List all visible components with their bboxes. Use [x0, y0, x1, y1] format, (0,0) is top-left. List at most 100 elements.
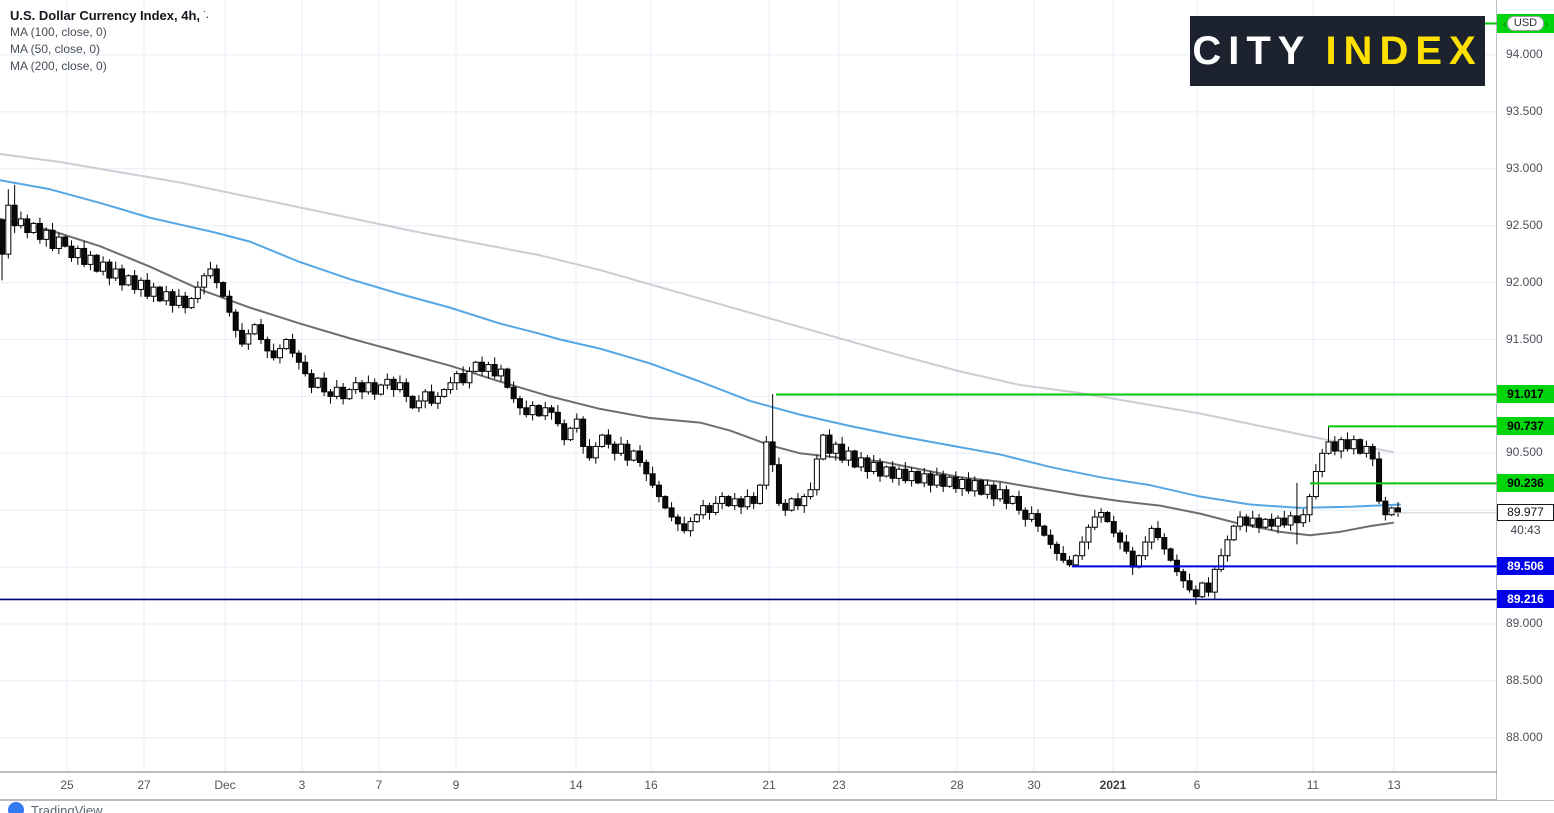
candle-bullish	[415, 400, 422, 409]
candle-bearish	[738, 498, 745, 508]
candle-bullish	[1274, 517, 1281, 527]
candle-bullish	[55, 236, 62, 249]
price-tick-label: 88.000	[1506, 729, 1543, 744]
candle-bullish	[820, 434, 827, 460]
price-tick-label: 91.500	[1506, 331, 1543, 346]
candle-bearish	[119, 268, 126, 286]
candle-bullish	[5, 204, 12, 255]
candle-bearish	[605, 434, 612, 445]
candle-bullish	[592, 445, 599, 459]
symbol-title-suffix: ˙.	[203, 10, 209, 20]
candle-bearish	[1186, 580, 1193, 591]
candle-bullish	[1287, 515, 1294, 526]
candle-bearish	[1205, 582, 1212, 593]
candle-bearish	[877, 461, 884, 477]
candle-bearish	[611, 443, 618, 454]
candle-bearish	[864, 457, 871, 473]
indicator-row-ma200[interactable]: MA (200, close, 0)	[10, 59, 107, 73]
candle-bullish	[599, 434, 606, 447]
candle-bullish	[472, 361, 479, 372]
candle-bullish	[1199, 582, 1206, 598]
time-tick-label: Dec	[214, 778, 236, 792]
logo-word-index: INDEX	[1325, 28, 1483, 73]
time-tick-label: 3	[298, 778, 306, 792]
candle-bearish	[1041, 525, 1048, 536]
candle-bearish	[940, 474, 947, 487]
candle-bullish	[201, 275, 208, 288]
tradingview-brand-text: TradingView	[31, 803, 103, 813]
candle-bullish	[1079, 541, 1086, 557]
ma-line-ma-100[interactable]	[0, 179, 1401, 509]
candle-bearish	[794, 498, 801, 507]
time-tick-label: 16	[644, 778, 658, 792]
candle-bullish	[719, 496, 726, 504]
candle-bearish	[270, 350, 277, 359]
candle-bearish	[750, 496, 757, 504]
candle-bearish	[257, 324, 264, 340]
candle-bullish	[384, 378, 391, 386]
price-tick-label: 90.500	[1506, 445, 1543, 460]
candle-bearish	[662, 496, 669, 509]
candle-bullish	[845, 450, 852, 461]
time-tick-label: 7	[375, 778, 383, 792]
candle-bearish	[1104, 511, 1111, 523]
candle-bearish	[36, 222, 43, 240]
candle-bearish	[220, 282, 227, 297]
candle-bearish	[1281, 517, 1288, 526]
candle-bearish	[1161, 537, 1168, 550]
candle-bearish	[182, 295, 189, 309]
candle-bullish	[870, 461, 877, 473]
candle-bullish	[693, 514, 700, 523]
candle-bearish	[106, 261, 113, 279]
candle-bullish	[883, 466, 890, 477]
candle-bearish	[359, 382, 366, 393]
candle-bullish	[908, 471, 915, 482]
candle-bearish	[321, 377, 328, 393]
symbol-title-row[interactable]: U.S. Dollar Currency Index, 4h, ˙.	[10, 7, 209, 24]
candle-bullish	[788, 498, 795, 511]
chevron-left-icon: ‹	[1502, 18, 1506, 29]
candle-bearish	[264, 339, 271, 352]
candle-bullish	[807, 489, 814, 498]
ma-line-ma-50[interactable]	[0, 217, 1394, 537]
candle-bullish	[895, 468, 902, 479]
currency-toggle-banner[interactable]: ‹ USD ›	[1497, 14, 1554, 33]
candle-bullish	[1262, 518, 1269, 528]
ma-line-ma-200[interactable]	[0, 153, 1394, 454]
time-axis[interactable]: 25 27 Dec 3 7 9 14 16 21 23 28 30 2021 6 11 13	[0, 772, 1554, 800]
candle-bearish	[0, 219, 5, 255]
candle-bearish	[1129, 550, 1136, 568]
candle-bullish	[188, 298, 195, 309]
time-tick-label: 14	[569, 778, 583, 792]
indicator-row-ma50[interactable]: MA (50, close, 0)	[10, 42, 101, 56]
candle-bearish	[990, 484, 997, 500]
symbol-title: U.S. Dollar Currency Index, 4h,	[10, 8, 200, 23]
candle-bearish	[327, 391, 334, 397]
candle-bearish	[624, 443, 631, 461]
candle-bearish	[725, 496, 732, 507]
candle-bearish	[1382, 500, 1389, 516]
candle-bullish	[333, 386, 340, 397]
candle-bullish	[30, 222, 37, 234]
level-price-badge: 90.737	[1497, 417, 1554, 436]
candle-bearish	[1243, 516, 1250, 526]
candle-bullish	[314, 377, 321, 388]
price-axis[interactable]: 94.000 93.500 93.000 92.500 92.000 91.500 90.5…	[1497, 0, 1554, 800]
candle-bullish	[441, 389, 448, 397]
candle-bullish	[1237, 516, 1244, 527]
candle-bearish	[62, 236, 69, 247]
currency-button[interactable]: USD	[1506, 16, 1545, 31]
candle-bearish	[706, 505, 713, 513]
time-tick-label: 13	[1387, 778, 1401, 792]
candle-bearish	[1066, 559, 1073, 566]
candle-bullish	[74, 247, 81, 259]
candle-bullish	[1338, 439, 1345, 452]
tradingview-attribution[interactable]: TradingView	[8, 802, 103, 813]
indicator-row-ma100[interactable]: MA (100, close, 0)	[10, 25, 107, 39]
candle-bullish	[453, 373, 460, 384]
candle-bearish	[580, 418, 587, 447]
candle-bearish	[1022, 509, 1029, 520]
candle-bearish	[371, 382, 378, 395]
bar-countdown-timer: 40:43	[1510, 522, 1541, 537]
